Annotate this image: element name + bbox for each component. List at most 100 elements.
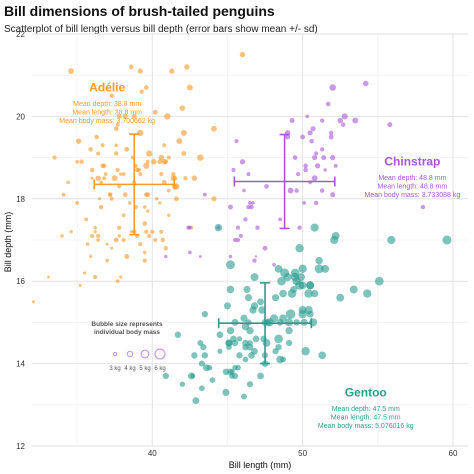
data-point <box>100 143 105 148</box>
data-point <box>226 260 235 270</box>
data-point <box>153 238 158 242</box>
data-point <box>88 147 93 152</box>
data-point <box>320 147 325 152</box>
data-point <box>164 113 171 120</box>
data-point <box>217 348 223 354</box>
data-point <box>325 101 331 107</box>
data-point <box>235 237 241 243</box>
y-tick-label: 16 <box>16 277 25 286</box>
data-point <box>202 192 207 197</box>
data-point <box>246 343 254 351</box>
data-point <box>75 200 80 205</box>
data-point <box>66 180 70 185</box>
data-point <box>287 187 294 194</box>
data-point <box>303 163 308 169</box>
data-point <box>318 351 326 360</box>
data-point <box>222 388 230 397</box>
data-point <box>285 326 293 335</box>
data-point <box>240 314 248 322</box>
data-point <box>174 331 182 338</box>
data-point <box>137 68 143 74</box>
data-point <box>290 272 300 282</box>
data-point <box>231 318 239 326</box>
data-point <box>146 209 150 213</box>
data-point <box>293 319 300 326</box>
size-legend-circle <box>140 349 150 359</box>
data-point <box>211 196 217 202</box>
data-point <box>216 331 224 339</box>
data-point <box>225 339 233 347</box>
data-point <box>306 310 314 318</box>
data-point <box>295 280 305 290</box>
data-point <box>188 250 192 255</box>
size-legend-label: 6 kg <box>154 366 165 372</box>
data-point <box>115 279 120 284</box>
data-point <box>337 117 344 124</box>
data-point <box>124 146 130 152</box>
group-labels: Adélie Mean depth: 38.8 mm Mean length: 38… <box>59 81 460 430</box>
data-point <box>228 254 233 259</box>
data-point <box>285 318 294 327</box>
data-point <box>314 264 324 274</box>
data-point <box>114 143 118 148</box>
data-point <box>315 163 321 169</box>
data-point <box>113 237 119 243</box>
data-point <box>105 258 110 263</box>
data-point <box>274 264 283 273</box>
data-point <box>226 344 232 351</box>
data-point <box>285 134 291 140</box>
data-point <box>313 200 319 206</box>
data-point <box>84 217 89 222</box>
data-point <box>278 217 282 222</box>
data-point <box>295 244 304 253</box>
data-point <box>115 122 120 127</box>
data-point <box>333 163 338 168</box>
data-point <box>201 352 209 359</box>
data-point <box>310 289 319 298</box>
chart-title: Bill dimensions of brush-tailed penguins <box>4 3 275 19</box>
data-point <box>314 151 319 156</box>
data-point <box>83 271 87 275</box>
data-point <box>159 172 164 177</box>
data-point <box>243 217 248 222</box>
data-point <box>311 175 318 182</box>
data-point <box>85 242 90 246</box>
data-point <box>302 201 307 205</box>
data-point <box>242 356 249 363</box>
data-point <box>214 223 223 232</box>
series-stat-label: Mean depth: 38.8 mm <box>73 101 141 108</box>
data-point <box>138 242 143 247</box>
data-point <box>246 204 251 210</box>
data-point <box>305 114 309 119</box>
data-point <box>108 193 112 197</box>
data-point <box>158 201 162 205</box>
data-point <box>142 258 147 263</box>
y-tick-label: 12 <box>16 442 25 451</box>
data-point <box>166 188 171 193</box>
data-point <box>117 184 122 189</box>
data-point <box>95 175 101 181</box>
data-point <box>115 167 120 173</box>
data-point <box>254 255 258 258</box>
data-point <box>298 264 307 274</box>
data-point <box>294 188 299 193</box>
data-point <box>239 159 246 165</box>
data-point <box>121 238 126 242</box>
y-tick-label: 18 <box>16 195 25 204</box>
data-point <box>191 175 198 181</box>
data-point <box>312 155 318 161</box>
data-point <box>321 264 330 273</box>
data-point <box>191 352 198 359</box>
series-stat-label: Mean length: 38.8 mm <box>72 110 142 117</box>
data-point <box>200 344 207 351</box>
data-point <box>197 154 204 161</box>
data-point <box>246 172 251 177</box>
data-point <box>246 326 254 335</box>
data-point <box>276 319 284 326</box>
data-point <box>330 192 336 198</box>
data-point <box>180 129 187 136</box>
data-point <box>119 172 123 176</box>
data-point <box>167 213 171 217</box>
data-point <box>271 294 280 302</box>
data-point <box>116 113 122 119</box>
